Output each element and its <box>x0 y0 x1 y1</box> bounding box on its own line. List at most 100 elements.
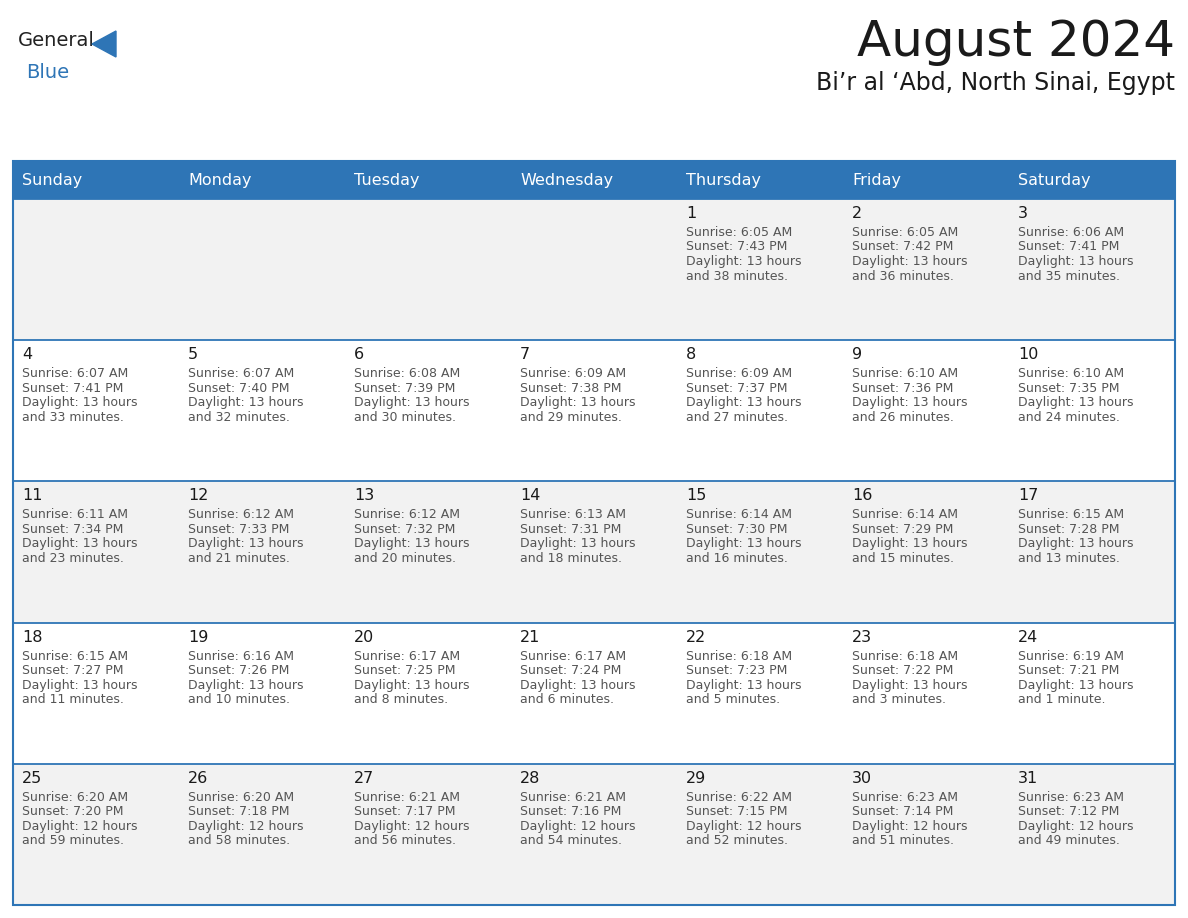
Text: Sunrise: 6:12 AM: Sunrise: 6:12 AM <box>188 509 293 521</box>
Text: and 10 minutes.: and 10 minutes. <box>188 693 290 706</box>
Text: Sunrise: 6:11 AM: Sunrise: 6:11 AM <box>23 509 128 521</box>
Text: and 54 minutes.: and 54 minutes. <box>520 834 623 847</box>
Text: Sunrise: 6:14 AM: Sunrise: 6:14 AM <box>685 509 792 521</box>
Text: 6: 6 <box>354 347 365 363</box>
Text: Daylight: 12 hours: Daylight: 12 hours <box>852 820 967 833</box>
Text: Sunrise: 6:06 AM: Sunrise: 6:06 AM <box>1018 226 1124 239</box>
Text: Sunset: 7:41 PM: Sunset: 7:41 PM <box>1018 241 1119 253</box>
Text: Sunset: 7:21 PM: Sunset: 7:21 PM <box>1018 664 1119 677</box>
Text: Daylight: 12 hours: Daylight: 12 hours <box>354 820 469 833</box>
Text: Sunset: 7:14 PM: Sunset: 7:14 PM <box>852 805 954 818</box>
Text: 27: 27 <box>354 771 374 786</box>
Text: and 24 minutes.: and 24 minutes. <box>1018 410 1120 424</box>
Text: 7: 7 <box>520 347 530 363</box>
Text: and 27 minutes.: and 27 minutes. <box>685 410 788 424</box>
Text: 16: 16 <box>852 488 872 503</box>
Text: Sunrise: 6:14 AM: Sunrise: 6:14 AM <box>852 509 958 521</box>
Text: and 5 minutes.: and 5 minutes. <box>685 693 781 706</box>
Text: Sunset: 7:36 PM: Sunset: 7:36 PM <box>852 382 954 395</box>
Text: Sunrise: 6:07 AM: Sunrise: 6:07 AM <box>23 367 128 380</box>
Text: Daylight: 13 hours: Daylight: 13 hours <box>188 678 303 691</box>
Text: Sunrise: 6:20 AM: Sunrise: 6:20 AM <box>188 790 295 804</box>
Text: August 2024: August 2024 <box>857 18 1175 66</box>
Text: Sunrise: 6:23 AM: Sunrise: 6:23 AM <box>852 790 958 804</box>
Text: Sunset: 7:15 PM: Sunset: 7:15 PM <box>685 805 788 818</box>
Text: Sunrise: 6:05 AM: Sunrise: 6:05 AM <box>685 226 792 239</box>
Text: Daylight: 13 hours: Daylight: 13 hours <box>354 537 469 551</box>
Text: 20: 20 <box>354 630 374 644</box>
Text: and 30 minutes.: and 30 minutes. <box>354 410 456 424</box>
Text: and 26 minutes.: and 26 minutes. <box>852 410 954 424</box>
Text: and 6 minutes.: and 6 minutes. <box>520 693 614 706</box>
Text: Sunset: 7:35 PM: Sunset: 7:35 PM <box>1018 382 1119 395</box>
Text: and 8 minutes.: and 8 minutes. <box>354 693 448 706</box>
Text: Sunset: 7:26 PM: Sunset: 7:26 PM <box>188 664 290 677</box>
Text: 5: 5 <box>188 347 198 363</box>
Text: Daylight: 12 hours: Daylight: 12 hours <box>23 820 138 833</box>
Text: 22: 22 <box>685 630 706 644</box>
Text: and 18 minutes.: and 18 minutes. <box>520 552 623 565</box>
Text: 12: 12 <box>188 488 208 503</box>
Text: Sunrise: 6:20 AM: Sunrise: 6:20 AM <box>23 790 128 804</box>
Text: Sunrise: 6:23 AM: Sunrise: 6:23 AM <box>1018 790 1124 804</box>
Text: Sunset: 7:37 PM: Sunset: 7:37 PM <box>685 382 788 395</box>
Text: Sunset: 7:43 PM: Sunset: 7:43 PM <box>685 241 788 253</box>
Text: 13: 13 <box>354 488 374 503</box>
Text: Sunset: 7:41 PM: Sunset: 7:41 PM <box>23 382 124 395</box>
Text: Daylight: 13 hours: Daylight: 13 hours <box>23 397 138 409</box>
Text: Daylight: 13 hours: Daylight: 13 hours <box>1018 255 1133 268</box>
Text: and 36 minutes.: and 36 minutes. <box>852 270 954 283</box>
Text: Sunset: 7:22 PM: Sunset: 7:22 PM <box>852 664 954 677</box>
Bar <box>13 161 1175 199</box>
Bar <box>13 481 1175 622</box>
Text: 15: 15 <box>685 488 707 503</box>
Text: Sunrise: 6:19 AM: Sunrise: 6:19 AM <box>1018 650 1124 663</box>
Text: Saturday: Saturday <box>1018 173 1091 187</box>
Text: and 58 minutes.: and 58 minutes. <box>188 834 290 847</box>
Text: and 20 minutes.: and 20 minutes. <box>354 552 456 565</box>
Text: 25: 25 <box>23 771 43 786</box>
Bar <box>13 161 1175 905</box>
Text: 18: 18 <box>23 630 43 644</box>
Bar <box>13 622 1175 764</box>
Text: Daylight: 13 hours: Daylight: 13 hours <box>852 678 967 691</box>
Text: 8: 8 <box>685 347 696 363</box>
Text: Sunrise: 6:15 AM: Sunrise: 6:15 AM <box>23 650 128 663</box>
Text: Sunset: 7:42 PM: Sunset: 7:42 PM <box>852 241 954 253</box>
Text: Sunset: 7:31 PM: Sunset: 7:31 PM <box>520 523 621 536</box>
Text: and 16 minutes.: and 16 minutes. <box>685 552 788 565</box>
Text: and 56 minutes.: and 56 minutes. <box>354 834 456 847</box>
Text: Sunset: 7:12 PM: Sunset: 7:12 PM <box>1018 805 1119 818</box>
Text: Sunset: 7:28 PM: Sunset: 7:28 PM <box>1018 523 1119 536</box>
Text: and 35 minutes.: and 35 minutes. <box>1018 270 1120 283</box>
Text: Sunrise: 6:17 AM: Sunrise: 6:17 AM <box>354 650 460 663</box>
Text: Sunset: 7:29 PM: Sunset: 7:29 PM <box>852 523 954 536</box>
Text: Daylight: 13 hours: Daylight: 13 hours <box>354 397 469 409</box>
Text: Sunday: Sunday <box>23 173 82 187</box>
Text: Sunrise: 6:10 AM: Sunrise: 6:10 AM <box>852 367 959 380</box>
Text: Sunset: 7:39 PM: Sunset: 7:39 PM <box>354 382 455 395</box>
Text: Sunrise: 6:18 AM: Sunrise: 6:18 AM <box>685 650 792 663</box>
Text: 1: 1 <box>685 206 696 221</box>
Text: Sunrise: 6:10 AM: Sunrise: 6:10 AM <box>1018 367 1124 380</box>
Text: and 3 minutes.: and 3 minutes. <box>852 693 946 706</box>
Text: General: General <box>18 31 95 50</box>
Text: Sunset: 7:18 PM: Sunset: 7:18 PM <box>188 805 290 818</box>
Text: Sunset: 7:38 PM: Sunset: 7:38 PM <box>520 382 621 395</box>
Text: 28: 28 <box>520 771 541 786</box>
Text: Daylight: 12 hours: Daylight: 12 hours <box>188 820 303 833</box>
Text: Daylight: 13 hours: Daylight: 13 hours <box>354 678 469 691</box>
Text: Daylight: 13 hours: Daylight: 13 hours <box>520 678 636 691</box>
Bar <box>13 199 1175 341</box>
Text: 23: 23 <box>852 630 872 644</box>
Text: Sunrise: 6:18 AM: Sunrise: 6:18 AM <box>852 650 959 663</box>
Text: Daylight: 13 hours: Daylight: 13 hours <box>685 537 802 551</box>
Polygon shape <box>91 31 116 57</box>
Text: Daylight: 13 hours: Daylight: 13 hours <box>685 678 802 691</box>
Text: 24: 24 <box>1018 630 1038 644</box>
Text: and 49 minutes.: and 49 minutes. <box>1018 834 1120 847</box>
Text: Daylight: 13 hours: Daylight: 13 hours <box>1018 397 1133 409</box>
Text: Sunset: 7:23 PM: Sunset: 7:23 PM <box>685 664 788 677</box>
Text: Sunrise: 6:21 AM: Sunrise: 6:21 AM <box>354 790 460 804</box>
Text: and 51 minutes.: and 51 minutes. <box>852 834 954 847</box>
